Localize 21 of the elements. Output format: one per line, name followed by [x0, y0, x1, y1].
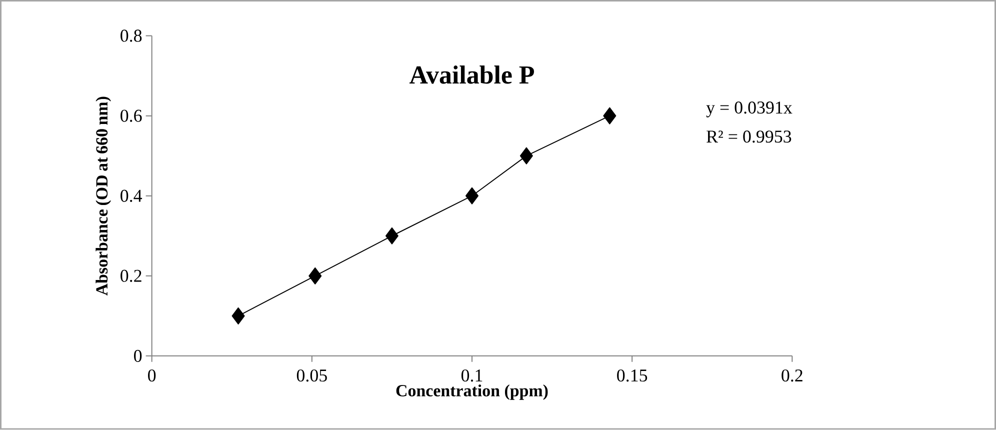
x-tick-label: 0.2	[782, 370, 802, 382]
point	[232, 308, 245, 325]
x-tick-label: 0.15	[617, 370, 648, 382]
point	[465, 187, 478, 204]
annotation: R² = 0.9953	[706, 130, 792, 143]
point	[308, 268, 322, 285]
x-tick-label: 0.1	[461, 370, 482, 382]
y-tick-label: 0.4	[120, 190, 142, 202]
point	[520, 147, 533, 164]
text: Available P	[410, 66, 534, 84]
y-tick-label: 0.2	[120, 270, 142, 282]
x-axis-title: Concentration (ppm)	[396, 384, 548, 400]
point	[385, 228, 398, 245]
x-tick-label: 0	[148, 370, 156, 382]
y-axis-title: Absorbance (OD at 660 nm)	[96, 96, 112, 296]
point	[603, 107, 616, 124]
annotation: y = 0.0391x	[706, 102, 792, 118]
y-tick-label: 0.6	[120, 110, 142, 122]
x-tick-label: 0.05	[296, 370, 327, 382]
y-tick-label: 0	[134, 350, 142, 362]
y-tick-label: 0.8	[120, 30, 142, 42]
